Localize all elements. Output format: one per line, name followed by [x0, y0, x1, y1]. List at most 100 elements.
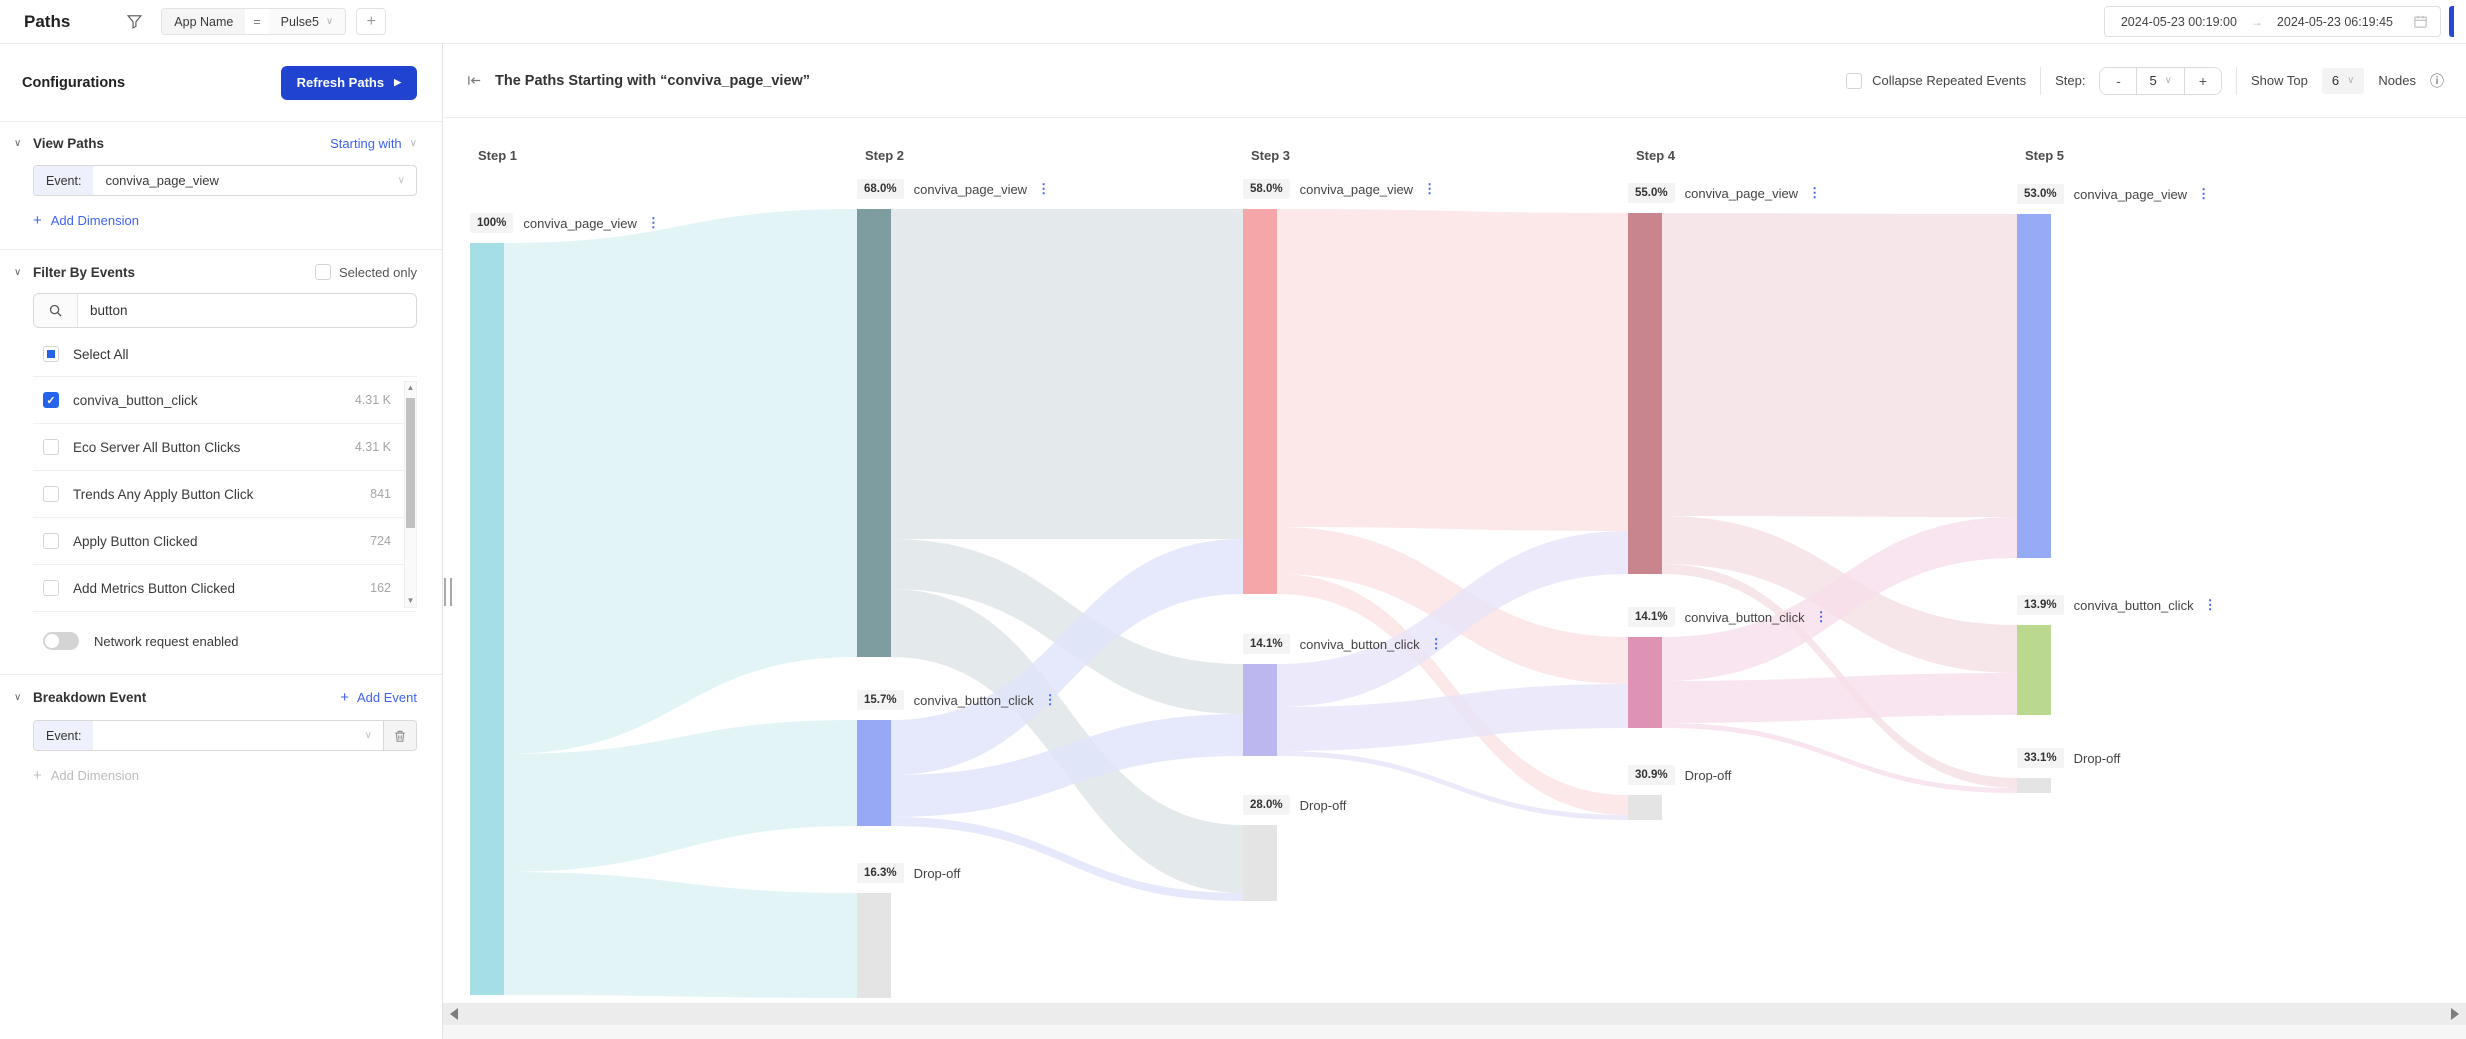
- sankey-node-s4_bc[interactable]: [1628, 637, 1662, 728]
- breakdown-event-select[interactable]: Event: ∨: [33, 720, 417, 751]
- sankey-node-s2_do[interactable]: [857, 893, 891, 998]
- sankey-link-s4_bc-s5_bc[interactable]: [1662, 673, 2017, 723]
- sankey-link-s3_bc-s4_do[interactable]: [1277, 751, 1628, 820]
- view-paths-heading: View Paths: [33, 136, 105, 151]
- event-count: 841: [370, 487, 391, 501]
- event-checkbox[interactable]: ✓: [43, 392, 59, 408]
- sankey-link-s2_bc-s3_pv[interactable]: [891, 539, 1243, 775]
- sankey-link-s3_bc-s4_bc[interactable]: [1277, 684, 1628, 751]
- event-checkbox[interactable]: [43, 580, 59, 596]
- event-list: ✓ conviva_button_click 4.31 K Eco Server Al…: [33, 376, 417, 612]
- page-title: The Paths Starting with “conviva_page_vi…: [495, 72, 811, 89]
- play-icon: ▶: [394, 77, 401, 87]
- collapse-chevron-icon[interactable]: ∨: [14, 692, 22, 703]
- event-list-item[interactable]: Add Metrics Button Clicked 162: [33, 565, 417, 612]
- start-event-select[interactable]: Event: conviva_page_view ∨: [33, 165, 417, 196]
- step-decrease-button[interactable]: -: [2100, 67, 2137, 94]
- date-end[interactable]: 2024-05-23 06:19:45: [2276, 14, 2393, 29]
- horizontal-scrollbar[interactable]: [443, 1003, 2466, 1025]
- scroll-up-icon[interactable]: ▲: [406, 383, 415, 392]
- date-range-picker[interactable]: 2024-05-23 00:19:00 → 2024-05-23 06:19:4…: [2103, 6, 2441, 37]
- event-search-input[interactable]: [78, 303, 416, 318]
- sankey-link-s1_pv-s2_bc[interactable]: [504, 720, 857, 872]
- event-list-item[interactable]: Eco Server All Button Clicks 4.31 K: [33, 424, 417, 471]
- event-list-scrollbar[interactable]: ▲ ▼: [404, 381, 417, 608]
- view-paths-section: ∨ View Paths Starting with ∨ Event: conv…: [0, 122, 442, 250]
- sankey-link-s2_bc-s3_do[interactable]: [891, 817, 1243, 901]
- sankey-link-s1_pv-s2_do[interactable]: [504, 872, 857, 998]
- sankey-link-s2_pv-s3_bc[interactable]: [891, 539, 1243, 714]
- sankey-node-s5_bc[interactable]: [2017, 625, 2051, 715]
- sankey-node-s3_pv[interactable]: [1243, 209, 1277, 594]
- sankey-link-s2_bc-s3_bc[interactable]: [891, 714, 1243, 817]
- collapse-chevron-icon[interactable]: ∨: [14, 266, 22, 278]
- add-event-link[interactable]: + Add Event: [340, 689, 417, 706]
- calendar-icon[interactable]: [2413, 14, 2428, 29]
- show-top-dropdown[interactable]: 6 ∨: [2321, 67, 2365, 94]
- sankey-link-s2_pv-s3_pv[interactable]: [891, 209, 1243, 539]
- search-icon: [34, 294, 78, 327]
- sankey-link-s3_pv-s4_do[interactable]: [1277, 574, 1628, 815]
- scroll-right-icon[interactable]: [2451, 1008, 2459, 1020]
- event-search[interactable]: [33, 293, 417, 328]
- chevron-down-icon: ∨: [364, 730, 372, 741]
- step-value: 5: [2149, 73, 2157, 88]
- delete-event-button[interactable]: [383, 721, 416, 750]
- sankey-node-s3_bc[interactable]: [1243, 664, 1277, 756]
- panel-resize-handle[interactable]: [444, 578, 452, 606]
- event-label: conviva_button_click: [73, 392, 198, 408]
- sankey-link-s3_pv-s4_pv[interactable]: [1277, 209, 1628, 531]
- sankey-node-s1_pv[interactable]: [470, 243, 504, 995]
- filter-chip[interactable]: App Name = Pulse5 ∨: [161, 8, 347, 35]
- view-paths-mode-dropdown[interactable]: Starting with ∨: [330, 136, 417, 151]
- sankey-node-s3_do[interactable]: [1243, 825, 1277, 901]
- sankey-link-s4_pv-s5_pv[interactable]: [1662, 213, 2017, 517]
- breakdown-event-section: ∨ Breakdown Event + Add Event Event: ∨: [0, 675, 442, 804]
- info-icon[interactable]: ⓘ: [2430, 72, 2444, 89]
- select-all-row[interactable]: Select All: [43, 346, 417, 362]
- selected-only-checkbox[interactable]: [314, 264, 331, 280]
- step-value-dropdown[interactable]: 5 ∨: [2136, 67, 2185, 94]
- event-list-item[interactable]: ✓ conviva_button_click 4.31 K: [33, 377, 417, 424]
- add-filter-button[interactable]: +: [356, 8, 387, 35]
- step-increase-button[interactable]: +: [2185, 67, 2221, 94]
- sankey-node-s4_pv[interactable]: [1628, 213, 1662, 574]
- collapse-repeated-events[interactable]: Collapse Repeated Events: [1846, 72, 2026, 89]
- event-list-item[interactable]: Apply Button Clicked 724: [33, 518, 417, 565]
- sankey-link-s3_bc-s4_pv[interactable]: [1277, 531, 1628, 707]
- sankey-node-s4_do[interactable]: [1628, 795, 1662, 820]
- select-all-checkbox[interactable]: [43, 346, 59, 362]
- event-checkbox[interactable]: [43, 533, 59, 549]
- sankey-node-s2_pv[interactable]: [857, 209, 891, 657]
- add-dimension-link-disabled: + Add Dimension: [33, 767, 417, 784]
- sankey-node-s2_bc[interactable]: [857, 720, 891, 826]
- scrollbar-thumb[interactable]: [406, 398, 415, 528]
- event-checkbox[interactable]: [43, 439, 59, 455]
- network-request-toggle[interactable]: [43, 632, 79, 650]
- filter-chip-value[interactable]: Pulse5 ∨: [268, 9, 346, 34]
- date-start[interactable]: 2024-05-23 00:19:00: [2120, 14, 2237, 29]
- sankey-link-s4_pv-s5_do[interactable]: [1662, 564, 2017, 788]
- scroll-left-icon[interactable]: [450, 1008, 458, 1020]
- event-list-item[interactable]: Trends Any Apply Button Click 841: [33, 471, 417, 518]
- collapse-chevron-icon[interactable]: ∨: [14, 138, 22, 149]
- configurations-title: Configurations: [22, 74, 126, 91]
- sankey-link-s1_pv-s2_pv[interactable]: [504, 209, 857, 754]
- edge-button-sliver[interactable]: [2449, 6, 2454, 37]
- sankey-link-s2_pv-s3_do[interactable]: [891, 589, 1243, 893]
- divider: [2236, 66, 2237, 95]
- add-dimension-link[interactable]: + Add Dimension: [33, 212, 417, 229]
- filter-funnel-icon[interactable]: [126, 13, 143, 30]
- sankey-node-s5_do[interactable]: [2017, 778, 2051, 793]
- back-icon[interactable]: [466, 72, 483, 89]
- refresh-paths-button[interactable]: Refresh Paths ▶: [280, 65, 417, 100]
- sankey-link-s4_bc-s5_pv[interactable]: [1662, 517, 2017, 681]
- app-title: Paths: [24, 11, 71, 31]
- event-count: 4.31 K: [354, 393, 391, 407]
- collapse-repeated-checkbox[interactable]: [1846, 72, 1863, 89]
- sankey-node-s5_pv[interactable]: [2017, 214, 2051, 558]
- sankey-link-s4_bc-s5_do[interactable]: [1662, 723, 2017, 793]
- event-checkbox[interactable]: [43, 486, 59, 502]
- scroll-down-icon[interactable]: ▼: [406, 596, 415, 605]
- filter-chip-field[interactable]: App Name: [162, 9, 246, 34]
